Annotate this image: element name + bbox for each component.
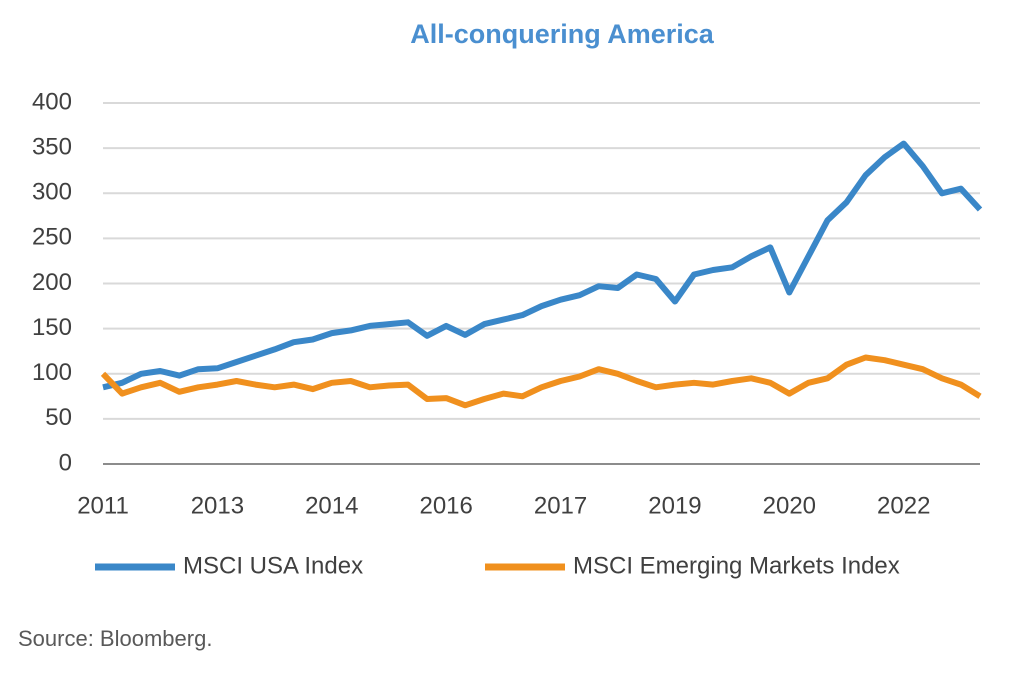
x-tick-label: 2019 [648,492,701,519]
data-line [100,354,982,409]
x-tick-label: 2016 [419,492,472,519]
legend-label: MSCI USA Index [183,552,363,579]
y-tick-label: 100 [32,359,72,386]
y-tick-label: 400 [32,88,72,115]
y-tick-label: 300 [32,179,72,206]
data-line [102,140,983,391]
x-tick-label: 2014 [305,492,358,519]
x-tick-label: 2022 [877,492,930,519]
x-tick-label: 2011 [77,492,129,519]
y-tick-label: 150 [32,314,72,341]
legend-label: MSCI Emerging Markets Index [573,552,900,579]
x-tick-label: 2020 [763,492,816,519]
chart-title: All-conquering America [410,19,715,49]
source-note: Source: Bloomberg. [18,626,212,651]
x-tick-label: 2017 [534,492,587,519]
y-tick-label: 50 [45,404,72,431]
y-tick-label: 350 [32,133,72,160]
x-tick-label: 2013 [191,492,244,519]
y-tick-label: 200 [32,269,72,296]
y-tick-label: 0 [59,449,72,476]
y-tick-label: 250 [32,224,72,251]
